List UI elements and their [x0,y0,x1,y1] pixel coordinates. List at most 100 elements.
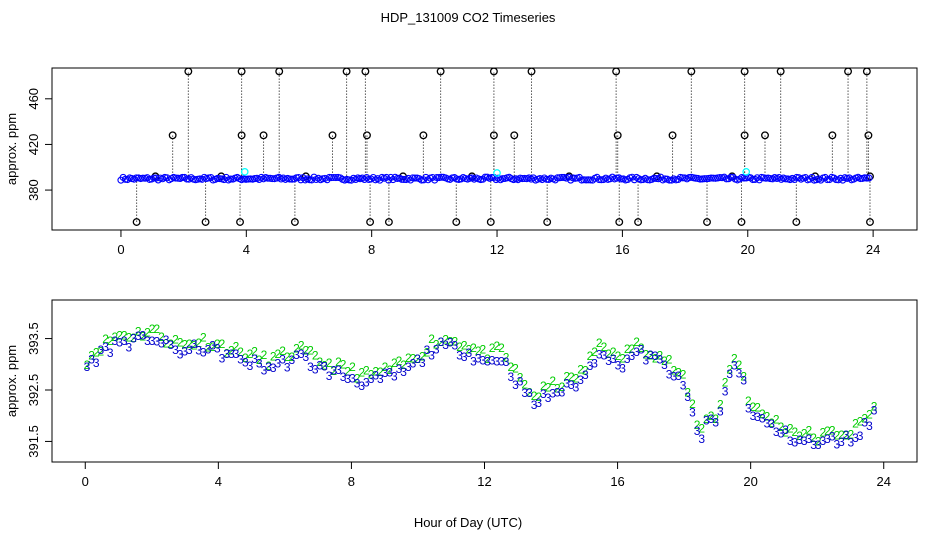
data-point [244,175,252,183]
x-tick-label: 0 [117,242,124,257]
series-marker: 3 [652,349,659,363]
series-marker: 3 [670,370,677,384]
x-tick-label: 16 [615,242,629,257]
data-point [255,175,263,184]
series-marker: 2 [466,343,473,357]
data-point [220,176,228,184]
series-marker: 3 [372,368,379,382]
series-marker: 3 [386,365,393,379]
series-marker: 3 [200,346,207,360]
data-point [152,174,160,182]
series-marker: 3 [847,436,854,450]
outlier-point [866,218,874,226]
series-marker: 3 [605,354,612,368]
series-marker: 2 [773,413,780,427]
series-marker: 3 [619,362,626,376]
series-marker: 2 [126,330,133,344]
series-marker: 2 [265,359,272,373]
series-marker: 2 [172,333,179,347]
series-marker: 3 [93,356,100,370]
series-marker: 2 [489,341,496,355]
series-marker: 3 [801,434,808,448]
series-marker: 2 [638,341,645,355]
series-marker: 2 [745,394,752,408]
series-marker: 2 [563,369,570,383]
series-marker: 3 [806,432,813,446]
data-point [400,175,408,184]
series-marker: 3 [601,348,608,362]
series-marker: 3 [84,360,91,374]
series-marker: 2 [303,343,310,357]
outlier-point [634,218,643,226]
series-marker: 3 [745,402,752,416]
series-marker: 2 [228,344,235,358]
series-marker: 3 [624,352,631,366]
series-marker: 2 [475,344,482,358]
outlier-point [510,131,519,140]
series-marker: 2 [512,361,519,375]
outlier-point [237,67,246,76]
series-marker: 3 [149,334,156,348]
series-marker: 3 [419,356,426,370]
series-marker: 2 [298,338,305,352]
series-marker: 2 [98,344,105,358]
series-marker: 2 [698,421,705,435]
data-point [821,173,829,182]
series-marker: 3 [475,352,482,366]
series-marker: 2 [447,335,454,349]
series-marker: 3 [647,348,654,362]
x-tick-label: 12 [477,474,491,489]
series-marker: 2 [540,379,547,393]
data-point [597,176,605,184]
series-marker: 2 [633,335,640,349]
series-marker: 3 [326,369,333,383]
series-marker: 3 [540,387,547,401]
series-marker: 2 [619,352,626,366]
series-marker: 3 [335,363,342,377]
series-marker: 3 [815,438,822,452]
series-marker: 3 [214,341,221,355]
outlier-point [236,218,244,226]
series-marker: 3 [843,428,850,442]
x-axis-label: Hour of Day (UTC) [414,515,522,530]
series-marker: 3 [857,429,864,443]
series-marker: 2 [414,352,421,366]
x-tick-label: 16 [610,474,624,489]
series-marker: 2 [186,337,193,351]
series-marker: 2 [829,424,836,438]
outlier-point [687,67,696,76]
series-marker: 3 [186,343,193,357]
series-marker: 2 [615,349,622,363]
series-marker: 2 [684,386,691,400]
series-marker: 2 [456,340,463,354]
series-marker: 3 [861,416,868,430]
series-marker: 3 [237,352,244,366]
series-marker: 3 [121,334,128,348]
series-marker: 3 [242,355,249,369]
data-point [398,175,406,183]
series-marker: 3 [438,335,445,349]
series-marker: 3 [787,434,794,448]
data-point [749,175,757,184]
series-marker: 2 [484,352,491,366]
outlier-point [489,131,498,140]
data-point [325,173,333,181]
outlier-point [489,67,498,76]
series-marker: 3 [684,390,691,404]
series-marker: 2 [396,354,403,368]
series-marker: 3 [153,335,160,349]
series-marker: 3 [307,360,314,374]
series-marker: 3 [489,354,496,368]
series-marker: 3 [689,405,696,419]
series-marker: 3 [666,367,673,381]
series-marker: 2 [703,412,710,426]
series-marker: 2 [237,345,244,359]
data-point [716,173,724,182]
data-point [437,173,445,181]
series-marker: 2 [810,431,817,445]
data-point [665,176,673,184]
series-marker: 3 [643,353,650,367]
series-marker: 3 [545,391,552,405]
data-point [790,175,799,184]
series-marker: 2 [503,350,510,364]
